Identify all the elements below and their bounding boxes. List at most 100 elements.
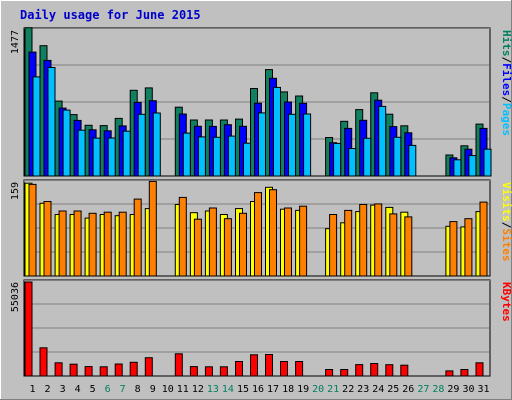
bar-sites-day-12 xyxy=(193,218,202,277)
bar-kbytes-day-7 xyxy=(114,363,123,377)
bar-pages-day-11 xyxy=(182,132,191,177)
bar-pages-day-19 xyxy=(303,113,312,177)
bar-pages-day-9 xyxy=(152,112,161,177)
bar-sites-day-21 xyxy=(329,214,338,277)
bar-sites-day-1 xyxy=(28,183,37,277)
bar-pages-day-15 xyxy=(243,142,251,177)
legend-item: / xyxy=(500,96,512,103)
bar-sites-day-18 xyxy=(284,207,292,277)
x-tick-label: 11 xyxy=(177,384,189,395)
bar-kbytes-day-21 xyxy=(325,369,334,377)
bar-pages-day-6 xyxy=(107,137,116,177)
x-tick-label: 30 xyxy=(462,384,474,395)
legend-item: / xyxy=(500,222,512,229)
bar-sites-day-22 xyxy=(344,209,353,277)
bar-sites-day-7 xyxy=(118,211,127,277)
x-tick-label: 2 xyxy=(44,384,50,395)
bar-sites-day-6 xyxy=(103,211,112,277)
bar-sites-day-15 xyxy=(239,212,247,277)
x-tick-label: 14 xyxy=(222,384,234,395)
bar-kbytes-day-30 xyxy=(460,369,469,377)
x-tick-label: 26 xyxy=(402,384,414,395)
x-tick-label: 16 xyxy=(252,384,264,395)
x-tick-label: 1 xyxy=(29,384,35,395)
bar-pages-day-23 xyxy=(363,137,372,177)
x-tick-label: 20 xyxy=(312,384,324,395)
legend-item: Visits xyxy=(500,182,512,222)
bar-kbytes-day-5 xyxy=(84,366,93,377)
y-max-label: 55036 xyxy=(10,282,21,312)
bar-kbytes-day-1 xyxy=(24,281,33,377)
bar-sites-day-16 xyxy=(254,192,262,277)
x-tick-label: 22 xyxy=(342,384,354,395)
chart-title: Daily usage for June 2015 xyxy=(20,8,201,22)
panel-hits-files-pages: 1477 Hits/Files/Pages xyxy=(10,27,512,177)
legend-hits-files-pages: Hits/Files/Pages xyxy=(500,30,512,136)
bar-kbytes-day-12 xyxy=(189,366,198,377)
bar-pages-day-1 xyxy=(32,76,41,177)
panel-visits-sites: 159 Visits/Sites xyxy=(10,179,512,277)
bar-sites-day-4 xyxy=(73,210,82,277)
bar-kbytes-day-16 xyxy=(250,354,258,377)
bar-kbytes-day-24 xyxy=(370,363,379,377)
bar-kbytes-day-4 xyxy=(69,363,78,377)
bar-pages-day-3 xyxy=(62,109,71,177)
bar-sites-day-11 xyxy=(178,196,187,277)
x-tick-label: 10 xyxy=(162,384,174,395)
legend-kbytes: KBytes xyxy=(500,282,512,322)
x-tick-label: 12 xyxy=(192,384,204,395)
bar-pages-day-21 xyxy=(333,142,342,177)
bar-pages-day-24 xyxy=(378,105,387,177)
bar-kbytes-day-9 xyxy=(144,357,153,377)
x-tick-label: 25 xyxy=(387,384,399,395)
legend-item: KBytes xyxy=(500,282,512,322)
bar-pages-day-17 xyxy=(273,86,281,177)
x-tick-label: 31 xyxy=(477,384,489,395)
bar-kbytes-day-31 xyxy=(475,362,484,377)
bar-sites-day-5 xyxy=(88,212,97,277)
x-tick-label: 18 xyxy=(282,384,294,395)
bar-kbytes-day-15 xyxy=(235,361,243,377)
bar-sites-day-25 xyxy=(389,213,398,277)
bar-sites-day-26 xyxy=(404,216,413,277)
bar-pages-day-25 xyxy=(393,136,402,177)
bar-sites-day-13 xyxy=(208,207,217,277)
bar-kbytes-day-19 xyxy=(295,361,304,377)
x-axis-labels: 1 2 3 4 5 6 7 8 9 10 11 12 13 14 15 16 17 18 19 20 21 22 23 24 2… xyxy=(29,384,489,395)
x-tick-label: 5 xyxy=(90,384,96,395)
x-tick-label: 15 xyxy=(237,384,249,395)
x-tick-label: 7 xyxy=(120,384,126,395)
bar-kbytes-day-13 xyxy=(204,366,213,377)
bar-sites-day-2 xyxy=(43,201,52,277)
bar-kbytes-day-22 xyxy=(340,369,349,377)
bar-pages-day-18 xyxy=(288,113,296,177)
bar-pages-day-29 xyxy=(453,159,462,177)
series-sites xyxy=(28,180,488,277)
bar-pages-day-30 xyxy=(468,155,477,177)
x-tick-label: 24 xyxy=(372,384,384,395)
x-tick-label: 6 xyxy=(105,384,111,395)
bar-kbytes-day-3 xyxy=(54,362,63,377)
x-tick-label: 4 xyxy=(75,384,81,395)
bar-sites-day-24 xyxy=(374,203,383,277)
bar-sites-day-8 xyxy=(133,198,142,277)
legend-item: Pages xyxy=(500,103,512,136)
bar-kbytes-day-14 xyxy=(219,366,228,377)
bar-sites-day-19 xyxy=(299,205,308,277)
bar-kbytes-day-23 xyxy=(355,364,364,377)
bar-pages-day-31 xyxy=(483,148,492,177)
legend-item: Sites xyxy=(500,228,512,261)
x-tick-label: 23 xyxy=(357,384,369,395)
bar-kbytes-day-6 xyxy=(99,366,108,377)
bar-sites-day-23 xyxy=(359,204,368,277)
x-tick-label: 3 xyxy=(60,384,66,395)
legend-visits-sites: Visits/Sites xyxy=(500,182,512,262)
bar-pages-day-4 xyxy=(77,129,86,177)
bar-pages-day-16 xyxy=(258,112,266,177)
bar-kbytes-day-8 xyxy=(129,361,138,377)
x-tick-label: 17 xyxy=(267,384,279,395)
bar-pages-day-22 xyxy=(348,148,357,177)
x-tick-label: 21 xyxy=(327,384,339,395)
